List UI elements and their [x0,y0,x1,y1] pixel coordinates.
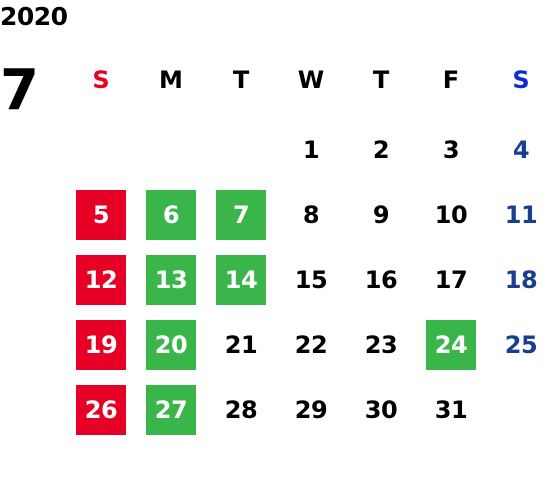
weekday-header-sat: S [512,66,530,94]
weekday-header-tue: T [232,66,250,94]
calendar-day-8[interactable]: 8 [302,201,320,229]
calendar-day-19[interactable]: 19 [76,320,126,370]
calendar-day-17[interactable]: 17 [434,266,468,294]
calendar-day-26[interactable]: 26 [76,385,126,435]
calendar-day-9[interactable]: 9 [372,201,390,229]
month-label: 7 [0,58,39,123]
calendar-day-12[interactable]: 12 [76,255,126,305]
calendar-day-5[interactable]: 5 [76,190,126,240]
calendar-day-18[interactable]: 18 [504,266,538,294]
calendar-day-20[interactable]: 20 [146,320,196,370]
calendar-day-24[interactable]: 24 [426,320,476,370]
calendar-day-14[interactable]: 14 [216,255,266,305]
calendar-day-2[interactable]: 2 [372,136,390,164]
calendar-day-31[interactable]: 31 [434,396,468,424]
year-label: 2020 [0,2,68,31]
calendar-day-29[interactable]: 29 [294,396,328,424]
calendar-day-13[interactable]: 13 [146,255,196,305]
calendar-day-25[interactable]: 25 [504,331,538,359]
calendar-day-16[interactable]: 16 [364,266,398,294]
calendar-day-11[interactable]: 11 [504,201,538,229]
calendar-day-10[interactable]: 10 [434,201,468,229]
calendar-day-27[interactable]: 27 [146,385,196,435]
calendar-day-23[interactable]: 23 [364,331,398,359]
calendar-day-21[interactable]: 21 [224,331,258,359]
weekday-header-sun: S [92,66,110,94]
weekday-header-fri: F [442,66,460,94]
calendar-day-3[interactable]: 3 [442,136,460,164]
calendar-day-30[interactable]: 30 [364,396,398,424]
calendar-day-6[interactable]: 6 [146,190,196,240]
calendar-day-15[interactable]: 15 [294,266,328,294]
weekday-header-wed: W [297,66,325,94]
calendar-day-28[interactable]: 28 [224,396,258,424]
calendar-day-4[interactable]: 4 [512,136,530,164]
calendar-day-22[interactable]: 22 [294,331,328,359]
calendar-day-7[interactable]: 7 [216,190,266,240]
calendar-day-1[interactable]: 1 [302,136,320,164]
weekday-header-thu: T [372,66,390,94]
weekday-header-mon: M [159,66,183,94]
